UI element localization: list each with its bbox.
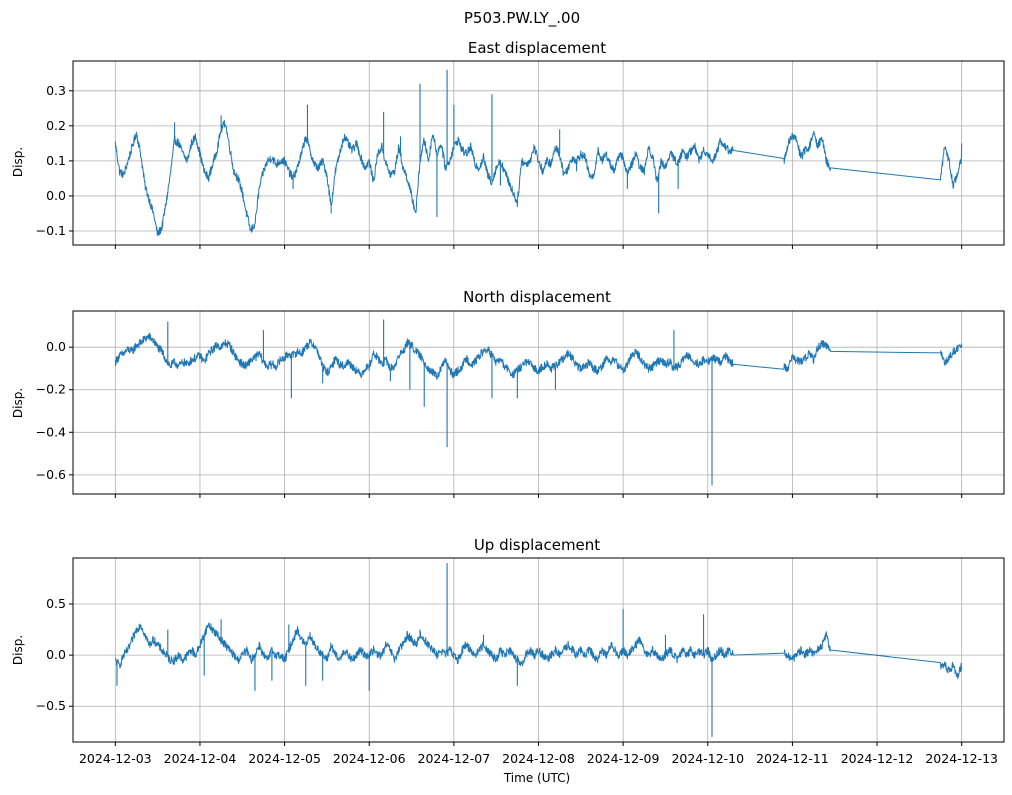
up-panel-title: Up displacement: [474, 536, 600, 554]
xtick-label: 2024-12-12: [841, 751, 914, 766]
east-ytick-label: −0.1: [36, 223, 66, 238]
xtick-label: 2024-12-04: [164, 751, 237, 766]
east-ytick-label: 0.3: [46, 83, 66, 98]
up-ytick-label: −0.5: [36, 698, 66, 713]
east-panel-title: East displacement: [468, 39, 606, 57]
figure-suptitle: P503.PW.LY_.00: [464, 9, 580, 28]
north-ytick-label: −0.4: [36, 424, 66, 439]
east-panel-ylabel: Disp.: [11, 147, 25, 177]
north-panel-title: North displacement: [463, 288, 611, 306]
north-ytick-label: 0.0: [46, 339, 66, 354]
xtick-label: 2024-12-03: [79, 751, 152, 766]
xtick-label: 2024-12-08: [502, 751, 575, 766]
east-ytick-label: 0.0: [46, 188, 66, 203]
east-panel: East displacement Disp. −0.1 0.0 0.1 0.2 0.3: [11, 39, 1005, 249]
east-series-line: [114, 119, 963, 236]
xtick-label: 2024-12-10: [671, 751, 744, 766]
up-ytick-label: 0.0: [46, 647, 66, 662]
xtick-label: 2024-12-13: [925, 751, 998, 766]
north-ytick-label: −0.2: [36, 382, 66, 397]
up-panel-ylabel: Disp.: [11, 635, 25, 665]
east-ytick-label: 0.1: [46, 153, 66, 168]
xtick-label: 2024-12-06: [333, 751, 406, 766]
north-panel: North displacement Disp. −0.6 −0.4 −0.2 0.0: [11, 288, 1005, 498]
up-series-line: [114, 622, 963, 680]
x-axis-label: Time (UTC): [503, 771, 570, 785]
up-panel: Up displacement Disp. −0.5 0.0 0.5 2024-12-…: [11, 536, 1005, 766]
north-series-line: [114, 332, 963, 380]
xtick-label: 2024-12-11: [756, 751, 829, 766]
east-ytick-label: 0.2: [46, 118, 66, 133]
north-ytick-label: −0.6: [36, 467, 66, 482]
xtick-label: 2024-12-07: [418, 751, 491, 766]
north-panel-ylabel: Disp.: [11, 388, 25, 418]
xtick-label: 2024-12-09: [587, 751, 660, 766]
xtick-label: 2024-12-05: [248, 751, 321, 766]
up-ytick-label: 0.5: [46, 596, 66, 611]
